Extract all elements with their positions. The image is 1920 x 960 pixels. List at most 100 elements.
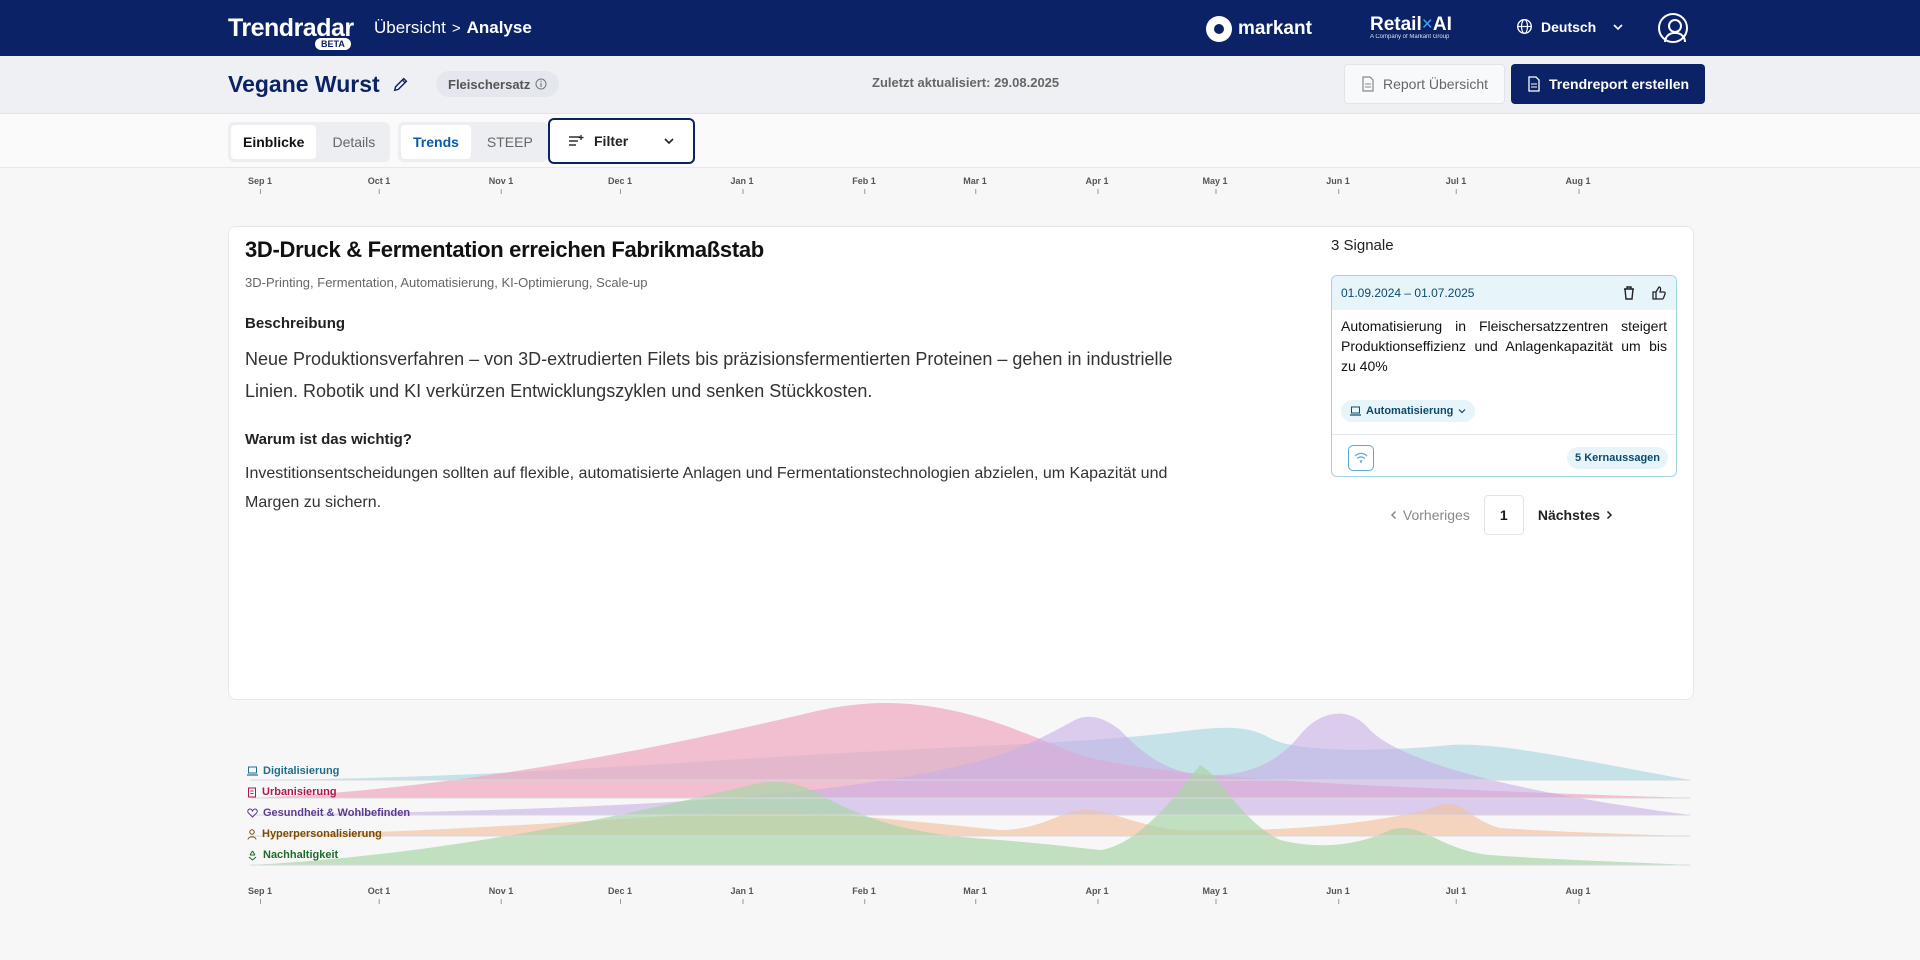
timeline-tick: May 1: [1202, 176, 1228, 194]
legend-urbanisierung[interactable]: Urbanisierung: [247, 786, 337, 798]
chevron-down-icon: [664, 138, 674, 145]
stream-urbanisierung: [250, 703, 1690, 798]
stream-gesundheit: [250, 713, 1690, 815]
chevron-left-icon: [1390, 510, 1397, 520]
category-chip-label: Fleischersatz: [448, 76, 531, 92]
tab-einblicke[interactable]: Einblicke: [231, 125, 317, 159]
chevron-down-icon: [1458, 409, 1466, 414]
timeline-tick: Mar 1: [963, 886, 987, 904]
report-overview-label: Report Übersicht: [1383, 76, 1489, 92]
tab-steep[interactable]: STEEP: [486, 134, 533, 150]
breadcrumb-overview-link[interactable]: Übersicht: [374, 18, 446, 37]
filter-dropdown[interactable]: Filter: [548, 118, 695, 164]
trend-description: Neue Produktionsverfahren – von 3D-extru…: [245, 349, 1173, 401]
create-trendreport-button[interactable]: Trendreport erstellen: [1511, 64, 1706, 104]
stream-nachhaltigkeit: [250, 765, 1690, 865]
create-trendreport-label: Trendreport erstellen: [1549, 76, 1690, 92]
legend-gesundheit[interactable]: Gesundheit & Wohlbefinden: [247, 807, 410, 819]
trend-streamgraph[interactable]: [0, 690, 1920, 880]
timeline-tick: Apr 1: [1085, 886, 1109, 904]
breadcrumb-current: Analyse: [466, 18, 532, 37]
beta-badge: BETA: [315, 38, 351, 50]
description-heading: Beschreibung: [245, 315, 346, 332]
timeline-tick: Feb 1: [852, 886, 876, 904]
trend-detail-card: 3D-Druck & Fermentation erreichen Fabrik…: [228, 226, 1694, 700]
timeline-tick: Jul 1: [1445, 176, 1467, 194]
markant-logo-icon: [1206, 16, 1232, 42]
timeline-tick: Mar 1: [963, 176, 987, 194]
timeline-tick: Aug 1: [1565, 886, 1591, 904]
signals-pagination: Vorheriges 1 Nächstes: [1389, 495, 1614, 535]
view-toolbar: Einblicke Details Trends STEEP Filter: [0, 114, 1920, 168]
timeline-tick: May 1: [1202, 886, 1228, 904]
signal-tag-dropdown[interactable]: Automatisierung: [1341, 400, 1476, 422]
legend-digitalisierung[interactable]: Digitalisierung: [247, 765, 339, 777]
timeline-tick: Jan 1: [730, 886, 754, 904]
timeline-tick: Dec 1: [607, 176, 633, 194]
legend-label: Hyperpersonalisierung: [262, 828, 382, 840]
timeline-tick: Apr 1: [1085, 176, 1109, 194]
markant-logo: markant: [1206, 16, 1312, 42]
timeline-tick: Jun 1: [1326, 886, 1350, 904]
pencil-icon[interactable]: [392, 75, 410, 93]
signal-tag-label: Automatisierung: [1366, 405, 1454, 417]
timeline-tick: Jan 1: [730, 176, 754, 194]
retail-ai-prefix: Retail: [1370, 14, 1422, 35]
globe-icon: [1517, 19, 1532, 34]
signal-card-footer: 5 Kernaussagen: [1332, 434, 1676, 476]
signal-date-range: 01.09.2024 – 01.07.2025: [1341, 286, 1475, 300]
top-navigation-bar: Trendradar BETA Übersicht > Analyse mark…: [0, 0, 1920, 56]
person-icon: [247, 828, 257, 840]
document-icon: [1362, 76, 1374, 92]
timeline-tick: Feb 1: [852, 176, 876, 194]
recycle-icon: [248, 850, 257, 861]
timeline-tick: Sep 1: [247, 886, 273, 904]
next-label: Nächstes: [1537, 507, 1601, 523]
info-icon[interactable]: [535, 78, 547, 90]
laptop-icon: [1350, 406, 1361, 416]
thumbs-up-icon[interactable]: [1651, 285, 1667, 301]
trend-tags: 3D-Printing, Fermentation, Automatisieru…: [245, 275, 648, 290]
signal-card[interactable]: 01.09.2024 – 01.07.2025 Automatisierung …: [1331, 275, 1677, 477]
next-button[interactable]: Nächstes: [1538, 507, 1614, 523]
signal-source-button[interactable]: [1348, 445, 1374, 471]
tab-trends[interactable]: Trends: [401, 125, 471, 159]
retail-ai-logo: Retail×AI A Company of Markant Group: [1370, 14, 1452, 40]
timeline-axis-top: Sep 1 Oct 1 Nov 1 Dec 1 Jan 1 Feb 1 Mar …: [0, 176, 1920, 196]
trend-why-text: Investitionsentscheidungen sollten auf f…: [245, 465, 1168, 511]
signals-count: 3 Signale: [1331, 237, 1394, 254]
chevron-right-icon: [1606, 510, 1613, 520]
category-chip: Fleischersatz: [436, 71, 560, 97]
legend-label: Gesundheit & Wohlbefinden: [263, 807, 411, 819]
page-number[interactable]: 1: [1483, 495, 1524, 535]
kernaussagen-badge[interactable]: 5 Kernaussagen: [1567, 447, 1668, 469]
chevron-down-icon: [1613, 23, 1623, 30]
trash-icon[interactable]: [1621, 285, 1637, 301]
user-account-icon[interactable]: [1658, 13, 1688, 43]
previous-button[interactable]: Vorheriges: [1389, 507, 1470, 523]
legend-hyperpersonalisierung[interactable]: Hyperpersonalisierung: [247, 828, 382, 840]
last-updated-text: Zuletzt aktualisiert: 29.08.2025: [872, 75, 1060, 90]
tab-details[interactable]: Details: [332, 134, 376, 150]
filter-icon: [569, 135, 584, 146]
view-tabs: Einblicke Details: [228, 122, 391, 162]
page-title: Vegane Wurst: [228, 71, 380, 97]
timeline-tick: Jun 1: [1326, 176, 1350, 194]
page-header: Vegane Wurst Fleischersatz Zuletzt aktua…: [0, 56, 1920, 114]
signal-text: Automatisierung in Fleischersatzzentren …: [1341, 318, 1667, 374]
report-overview-button[interactable]: Report Übersicht: [1344, 64, 1506, 104]
markant-logo-text: markant: [1238, 18, 1312, 39]
breadcrumb-separator: >: [451, 19, 461, 37]
timeline-tick: Oct 1: [367, 176, 391, 194]
language-selector[interactable]: Deutsch: [1516, 18, 1624, 35]
legend-nachhaltigkeit[interactable]: Nachhaltigkeit: [247, 849, 338, 861]
mode-tabs: Trends STEEP: [398, 122, 548, 162]
app-logo[interactable]: Trendradar: [228, 14, 354, 42]
timeline-tick: Nov 1: [488, 176, 514, 194]
timeline-axis-bottom: Sep 1 Oct 1 Nov 1 Dec 1 Jan 1 Feb 1 Mar …: [0, 886, 1920, 906]
heart-icon: [247, 808, 258, 818]
timeline-tick: Oct 1: [367, 886, 391, 904]
retail-ai-subtitle: A Company of Markant Group: [1370, 34, 1450, 40]
previous-label: Vorheriges: [1402, 507, 1470, 523]
building-icon: [248, 787, 256, 797]
